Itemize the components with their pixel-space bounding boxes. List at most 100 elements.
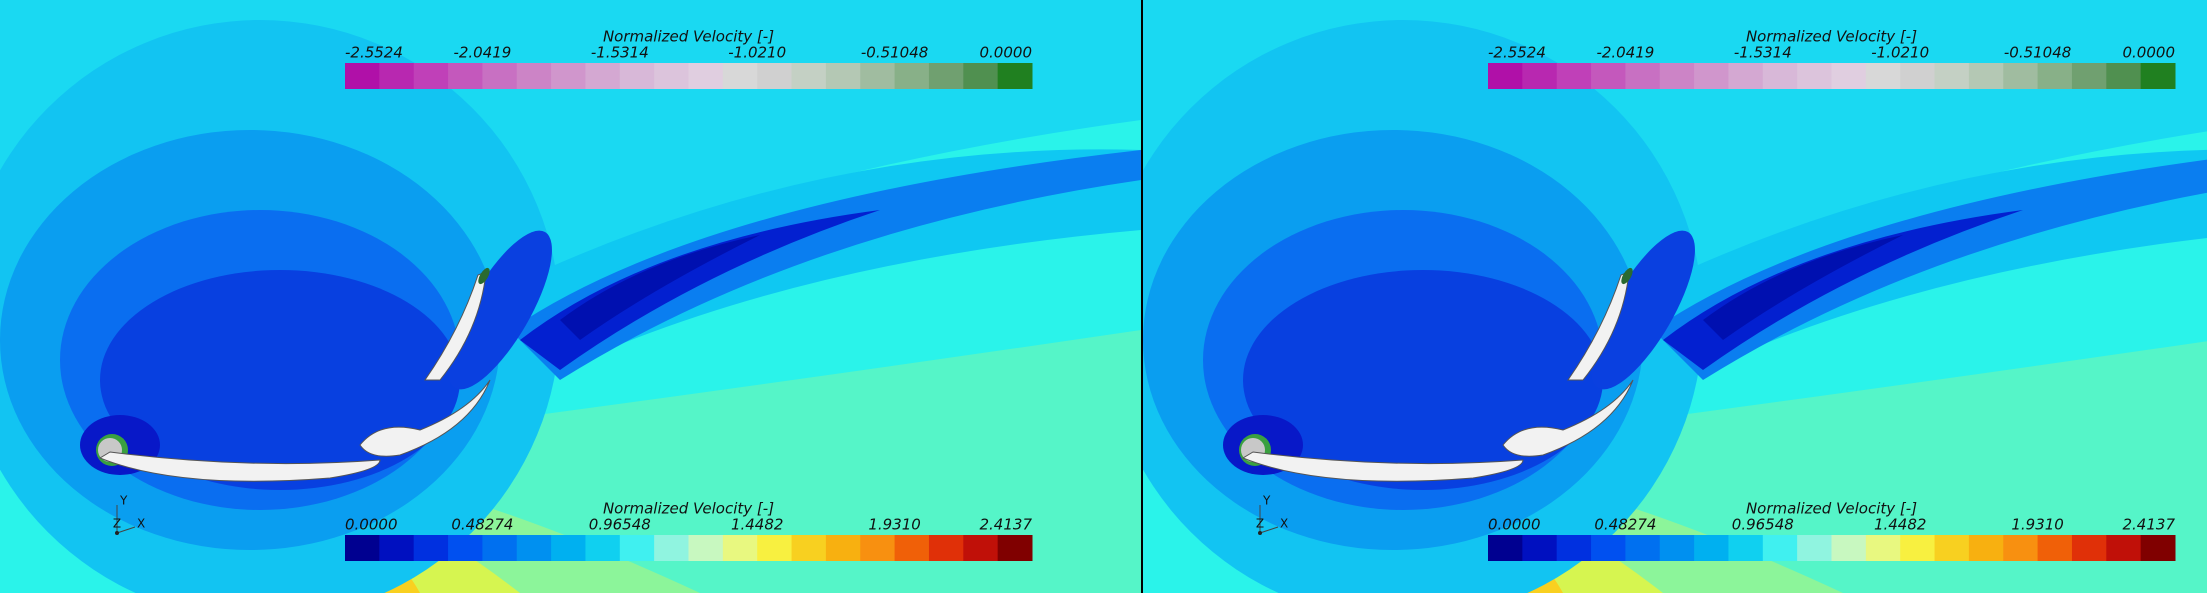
colorbar-segment xyxy=(1865,63,1901,89)
colorbar-segment xyxy=(757,535,793,561)
colorbar-segment xyxy=(722,535,758,561)
colorbar-segment xyxy=(2071,535,2107,561)
colorbar-segment xyxy=(963,535,999,561)
colorbar-segment xyxy=(722,63,758,89)
colorbar-segment xyxy=(791,63,827,89)
colorbar-segment xyxy=(619,535,655,561)
colorbar-tick-label: -1.5314 xyxy=(1734,44,1792,62)
triad-axis xyxy=(1259,526,1279,534)
colorbar-tick-label: -0.51048 xyxy=(861,44,928,62)
colorbar-tick-label: 0.0000 xyxy=(980,44,1033,62)
colorbar-segment xyxy=(1968,63,2004,89)
colorbar-segment xyxy=(2003,535,2039,561)
colorbar-segment xyxy=(928,535,964,561)
colorbar-title: Normalized Velocity [-] xyxy=(1746,500,1917,518)
colorbar-segment xyxy=(1694,535,1729,561)
colorbar-segment xyxy=(963,63,999,89)
colorbar-segment xyxy=(791,535,827,561)
colorbar-segment xyxy=(345,63,380,89)
panel: Normalized Velocity [-] -2.5524 -2.0419 -1.… xyxy=(0,0,1141,593)
colorbar-tick-label: -1.0210 xyxy=(1871,44,1929,62)
triad-label: X xyxy=(137,517,145,531)
colorbar-tick-label: 1.9310 xyxy=(2011,516,2064,534)
colorbar-segment xyxy=(482,535,518,561)
colorbar-tick-label: -2.0419 xyxy=(1596,44,1654,62)
triad-label: Y xyxy=(119,494,128,508)
colorbar-segment xyxy=(1625,63,1661,89)
colorbar-segment xyxy=(1900,535,1936,561)
colorbar-segment xyxy=(482,63,518,89)
colorbar-tick-label: -1.0210 xyxy=(728,44,786,62)
colorbar-segment xyxy=(1488,63,1523,89)
colorbar-segment xyxy=(928,63,964,89)
colorbar-tick-label: -1.5314 xyxy=(591,44,649,62)
colorbar-segment xyxy=(1728,63,1764,89)
colorbar-segment xyxy=(1831,63,1867,89)
colorbar-segment xyxy=(448,535,483,561)
colorbar-segment xyxy=(688,63,724,89)
colorbar-segment xyxy=(2106,63,2142,89)
triad-label: Z xyxy=(113,517,121,531)
colorbar-segment xyxy=(2106,535,2142,561)
colorbar-segment xyxy=(448,63,483,89)
colorbar-segment xyxy=(825,63,861,89)
colorbar-segment xyxy=(654,63,689,89)
colorbar-segment xyxy=(1625,535,1661,561)
colorbar-tick-label: 0.0000 xyxy=(345,516,398,534)
colorbar-title: Normalized Velocity [-] xyxy=(603,28,774,46)
triad-label: Y xyxy=(1262,494,1271,508)
colorbar-segment xyxy=(825,535,861,561)
colorbar-tick-label: 0.48274 xyxy=(1594,516,1656,534)
colorbar-segment xyxy=(2003,63,2039,89)
colorbar-segment xyxy=(757,63,793,89)
colorbar-segment xyxy=(1522,63,1558,89)
colorbar-segment xyxy=(997,63,1033,89)
axes-triad: YZ X xyxy=(113,494,145,535)
colorbar-segment xyxy=(1762,535,1798,561)
triad-origin xyxy=(115,531,119,535)
colorbar-segment xyxy=(1488,535,1523,561)
triad-axis xyxy=(116,526,136,534)
colorbar-tick-label: 1.9310 xyxy=(868,516,921,534)
axes-triad: YZ X xyxy=(1256,494,1288,535)
colorbar-segment xyxy=(379,535,415,561)
colorbar-tick-label: 0.48274 xyxy=(451,516,513,534)
colorbar-segment xyxy=(379,63,415,89)
colorbar-segment xyxy=(1934,63,1970,89)
colorbar-segment xyxy=(1591,535,1626,561)
colorbar-segment xyxy=(551,63,586,89)
colorbar-segment xyxy=(1797,535,1832,561)
colorbar-segment xyxy=(619,63,655,89)
colorbar-tick-label: -2.5524 xyxy=(345,44,403,62)
colorbar-segment xyxy=(894,63,930,89)
colorbar-segment xyxy=(1728,535,1764,561)
colorbar-segment xyxy=(585,535,621,561)
colorbar-tick-label: -2.5524 xyxy=(1488,44,1546,62)
colorbar-tick-label: 1.4482 xyxy=(731,516,784,534)
colorbar-segment xyxy=(1865,535,1901,561)
colorbar-segment xyxy=(1556,535,1592,561)
colorbar-segment xyxy=(1831,535,1867,561)
triad-origin xyxy=(1258,531,1262,535)
colorbar-segment xyxy=(860,535,896,561)
colorbar-segment xyxy=(2037,535,2073,561)
colorbar-segment xyxy=(1694,63,1729,89)
colorbar-segment xyxy=(413,535,449,561)
colorbar-tick-label: 0.0000 xyxy=(1488,516,1541,534)
colorbar-segment xyxy=(1797,63,1832,89)
colorbar-segment xyxy=(654,535,689,561)
colorbar-segment xyxy=(997,535,1033,561)
colorbar-segment xyxy=(345,535,380,561)
colorbar-tick-label: -0.51048 xyxy=(2004,44,2071,62)
colorbar-tick-label: 2.4137 xyxy=(2123,516,2176,534)
colorbar-tick-label: 0.96548 xyxy=(1732,516,1794,534)
colorbar-tick-label: 1.4482 xyxy=(1874,516,1927,534)
colorbar-segment xyxy=(2140,535,2176,561)
colorbar-tick-label: 0.96548 xyxy=(589,516,651,534)
colorbar-tick-label: -2.0419 xyxy=(453,44,511,62)
colorbar-tick-label: 2.4137 xyxy=(980,516,1033,534)
colorbar-segment xyxy=(1968,535,2004,561)
colorbar-segment xyxy=(860,63,896,89)
